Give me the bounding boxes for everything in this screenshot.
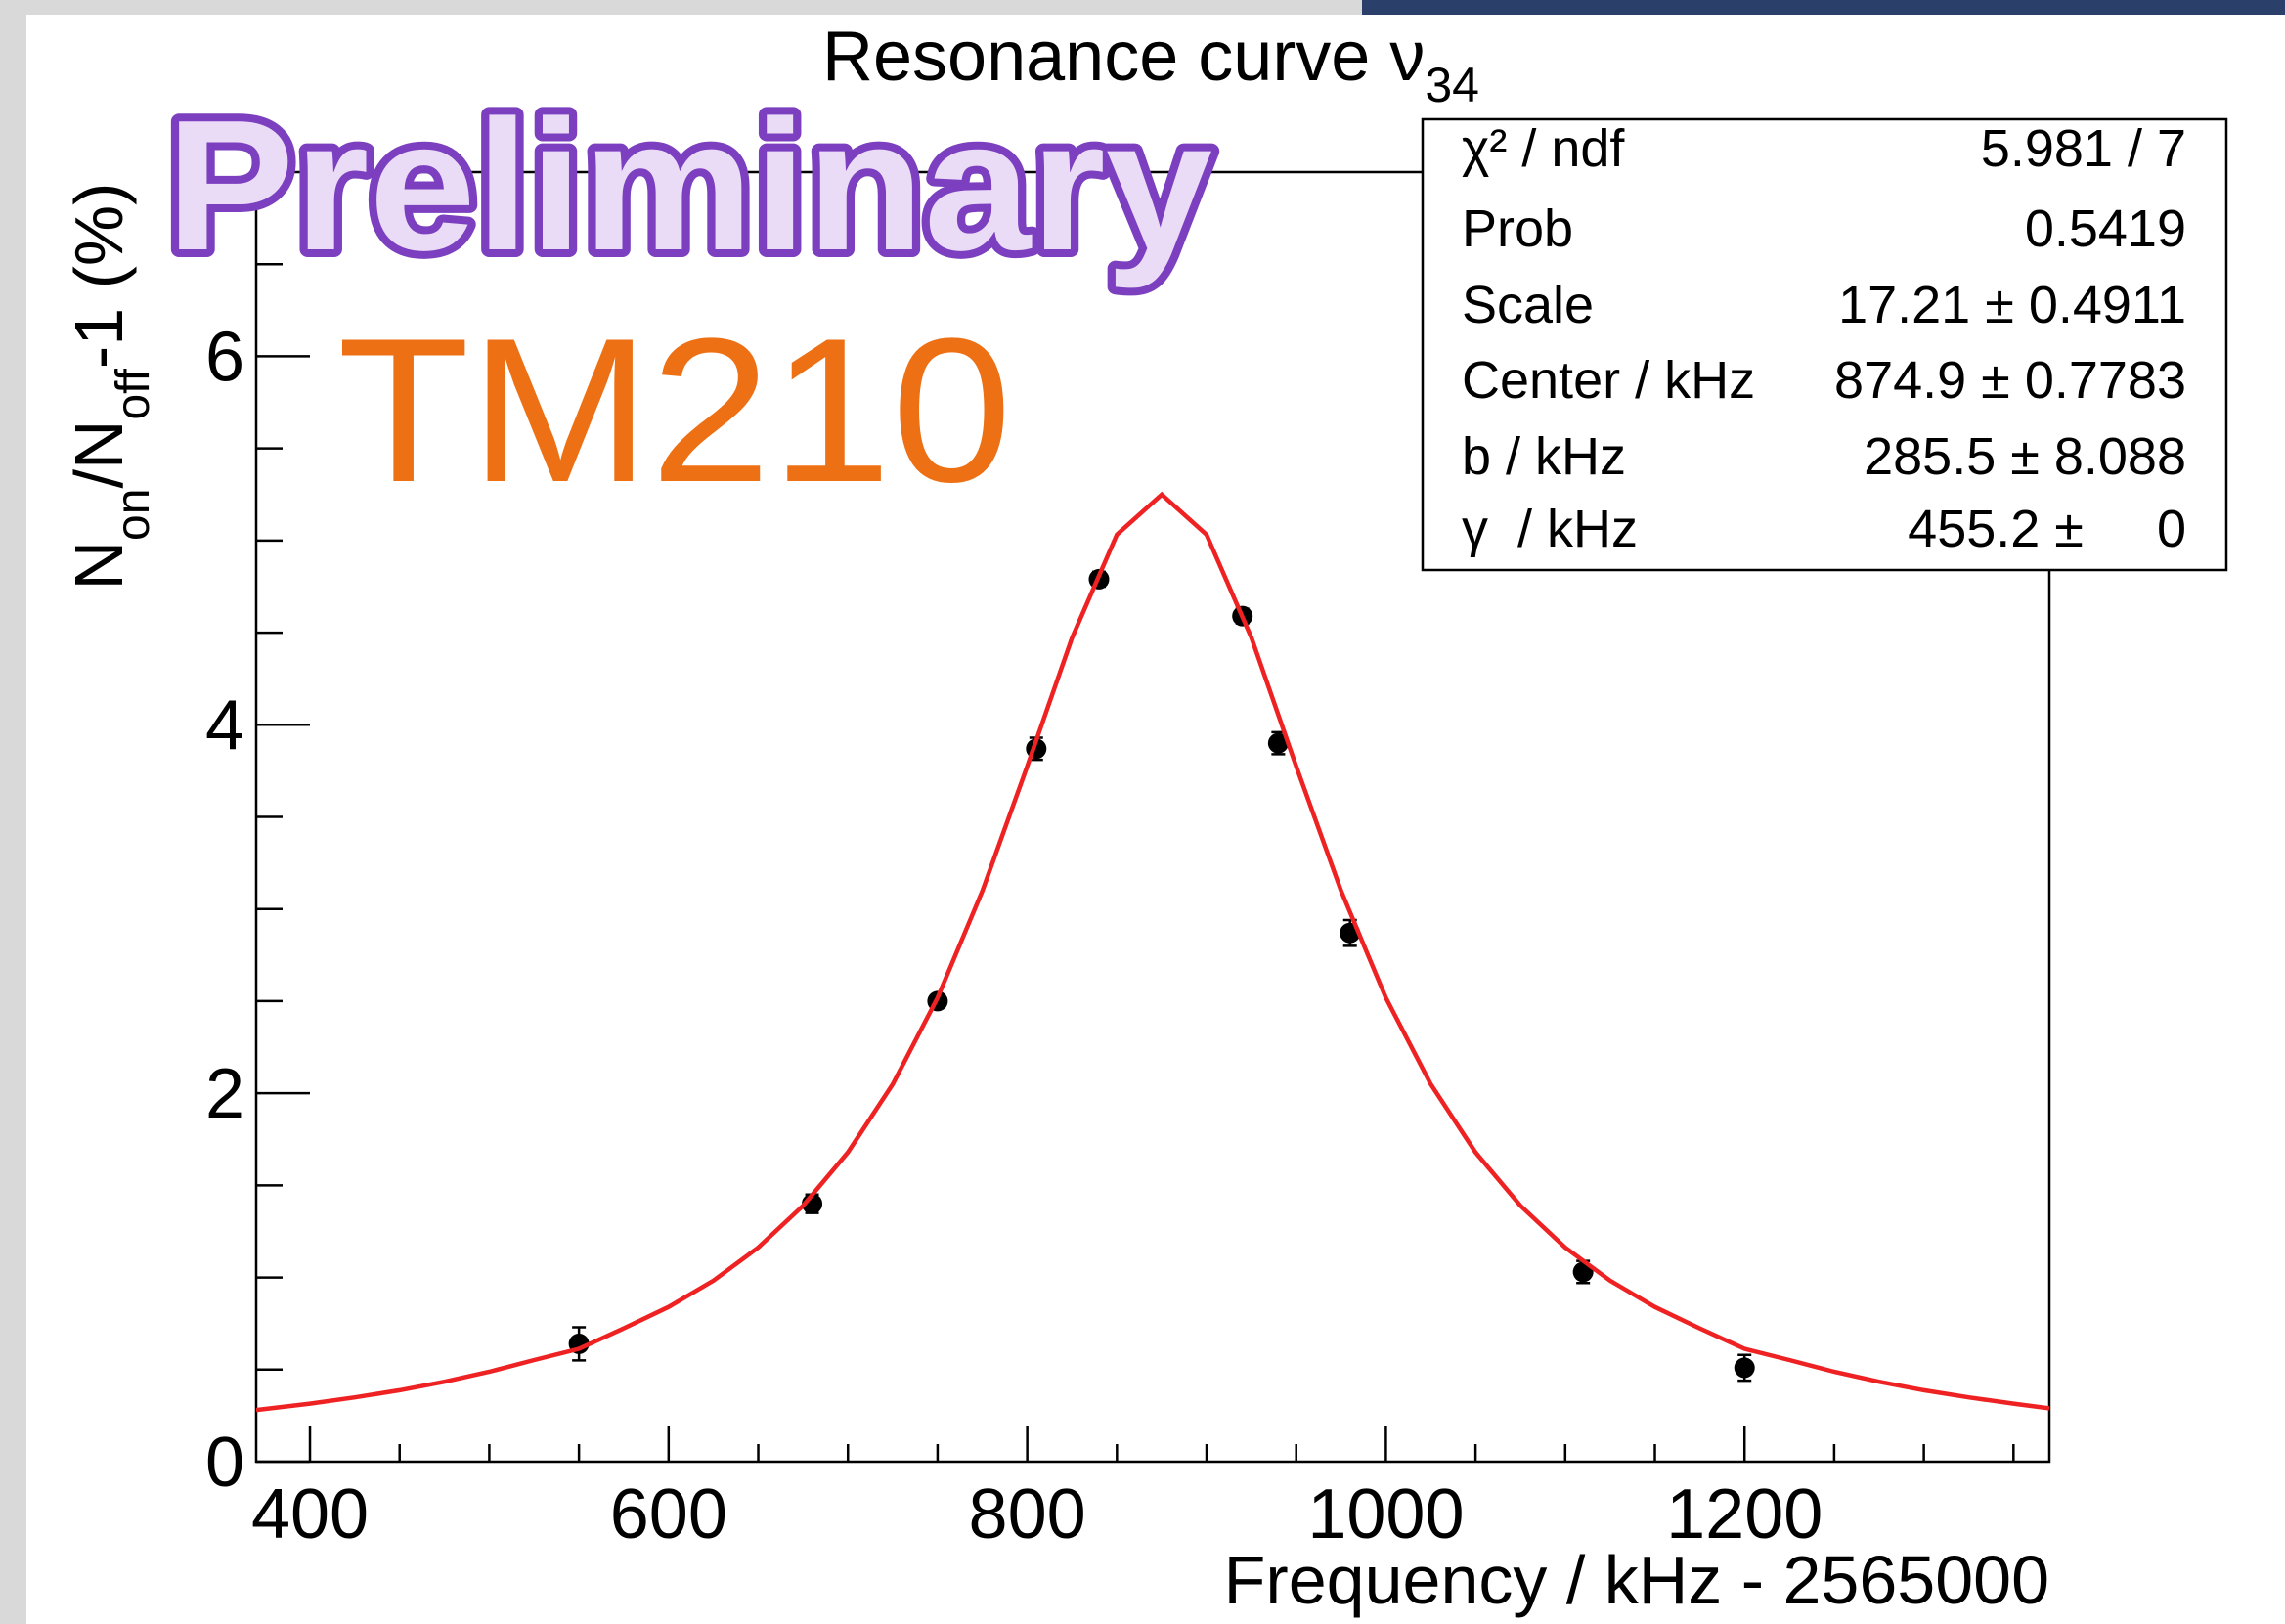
y-axis-label-part: off (108, 368, 159, 419)
title-main: Resonance curve ν (822, 18, 1425, 96)
y-axis-label: Non/Noff-1 (%) (61, 182, 159, 590)
stats-label: b / kHz (1462, 427, 1626, 486)
x-tick-label: 600 (610, 1475, 727, 1554)
stats-label: Prob (1462, 199, 1573, 258)
stats-value: 455.2 ± 0 (1908, 500, 2186, 558)
stats-value: 0.5419 (2025, 199, 2186, 258)
y-axis-label-part: on (108, 489, 159, 541)
stats-value: 17.21 ± 0.4911 (1838, 276, 2186, 334)
x-tick-label: 1200 (1666, 1475, 1823, 1554)
chart-title: Resonance curve ν34 (822, 18, 1479, 112)
stats-value: 5.981 / 7 (1981, 119, 2186, 178)
x-tick-label: 1000 (1307, 1475, 1464, 1554)
y-tick-label: 6 (205, 318, 244, 396)
data-point (1267, 732, 1289, 754)
stats-box (1421, 117, 2228, 572)
y-axis-label-part: /N (61, 420, 137, 489)
annotation: Preliminary (166, 82, 1212, 289)
stats-label: χ² / ndf (1462, 119, 1625, 178)
y-tick-label: 2 (205, 1055, 244, 1133)
stats-label: Scale (1462, 276, 1594, 334)
stats-value: 874.9 ± 0.7783 (1834, 351, 2186, 410)
y-tick-label: 4 (205, 686, 244, 765)
x-tick-label: 800 (969, 1475, 1086, 1554)
stats-value: 285.5 ± 8.088 (1864, 427, 2186, 486)
y-axis-label-part: N (61, 541, 137, 591)
stats-label: γ / kHz (1462, 500, 1638, 558)
title-sub: 34 (1425, 58, 1479, 112)
fit-curve (256, 491, 2049, 1413)
data-point (1734, 1357, 1755, 1379)
photo-strip (1362, 0, 2285, 15)
y-axis-label-part: -1 (%) (61, 182, 137, 369)
x-axis-label: Frequency / kHz - 2565000 (1224, 1542, 2049, 1618)
annotation: TM210 (337, 295, 1012, 525)
stats-label: Center / kHz (1462, 351, 1755, 410)
y-tick-label: 0 (205, 1424, 244, 1502)
x-tick-label: 400 (251, 1475, 369, 1554)
